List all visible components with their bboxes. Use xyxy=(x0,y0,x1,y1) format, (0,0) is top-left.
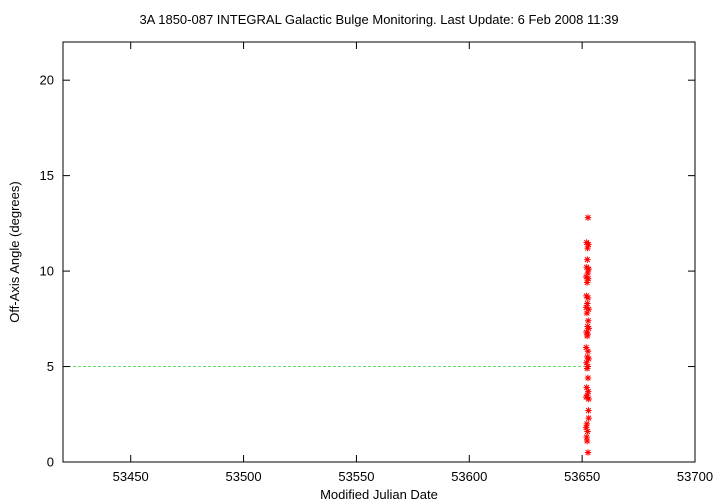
y-axis-label: Off-Axis Angle (degrees) xyxy=(7,181,22,322)
data-point xyxy=(583,433,590,441)
data-point xyxy=(584,323,591,330)
y-tick-label: 5 xyxy=(47,359,54,374)
y-tick-label: 15 xyxy=(40,168,54,183)
x-axis: 53450 53500 53550 53600 53650 53700 xyxy=(113,42,713,484)
data-point xyxy=(585,275,592,282)
data-point xyxy=(585,306,592,313)
y-tick-label: 10 xyxy=(40,264,54,279)
data-point xyxy=(584,363,591,370)
data-point xyxy=(585,414,592,422)
data-point xyxy=(584,244,591,252)
data-point xyxy=(584,294,592,302)
data-point xyxy=(583,359,590,366)
data-point xyxy=(585,241,592,248)
y-axis: 0 5 10 15 20 xyxy=(40,73,695,470)
data-point xyxy=(583,437,591,445)
data-point xyxy=(584,391,591,399)
data-point xyxy=(585,325,592,332)
chart-title: 3A 1850-087 INTEGRAL Galactic Bulge Moni… xyxy=(139,12,618,27)
data-point xyxy=(583,309,591,317)
data-point xyxy=(584,428,591,435)
x-tick-label: 53450 xyxy=(113,469,149,484)
data-point xyxy=(584,256,591,263)
data-point xyxy=(583,332,591,340)
data-point xyxy=(584,214,592,221)
x-tick-label: 53700 xyxy=(677,469,713,484)
data-point xyxy=(584,300,591,307)
data-point xyxy=(583,279,591,286)
data-point xyxy=(583,365,591,372)
data-point xyxy=(584,449,592,456)
plot-frame xyxy=(62,41,696,463)
data-point xyxy=(583,420,591,428)
data-point xyxy=(584,374,592,382)
data-point xyxy=(585,407,592,414)
data-point xyxy=(583,344,590,351)
y-tick-label: 0 xyxy=(47,455,54,470)
y-tick-label: 20 xyxy=(40,73,54,88)
x-tick-label: 53550 xyxy=(338,469,374,484)
data-points xyxy=(583,214,592,456)
data-point xyxy=(583,424,590,431)
data-point xyxy=(585,388,592,395)
data-point xyxy=(585,317,592,324)
x-tick-label: 53600 xyxy=(451,469,487,484)
data-point xyxy=(585,355,592,363)
data-point xyxy=(585,265,592,273)
x-tick-label: 53650 xyxy=(564,469,600,484)
data-point xyxy=(584,348,592,355)
x-axis-label: Modified Julian Date xyxy=(320,487,438,502)
data-point xyxy=(584,330,591,338)
data-point xyxy=(584,269,591,277)
x-tick-label: 53500 xyxy=(225,469,261,484)
data-point xyxy=(585,395,592,403)
data-point xyxy=(583,384,590,391)
